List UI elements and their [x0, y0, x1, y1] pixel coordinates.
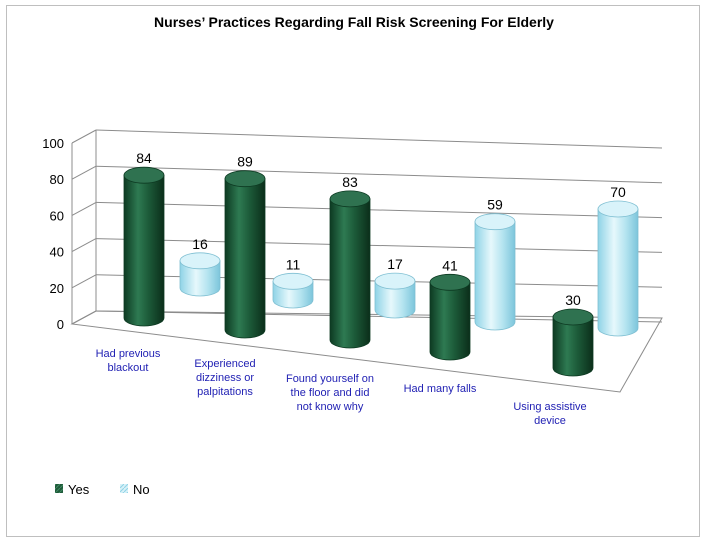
- gridline: [71, 274, 97, 289]
- x-tick-label: Had many falls: [404, 383, 477, 395]
- bar-no-top: [374, 272, 416, 290]
- data-label-no: 70: [610, 184, 626, 200]
- bar-no: [374, 272, 416, 319]
- bar-no-top: [272, 272, 314, 290]
- bar-no-body: [179, 260, 221, 297]
- x-tick-label: Experienced dizziness or palpitations: [194, 358, 255, 398]
- bar-yes-body: [552, 316, 594, 377]
- data-label-yes: 30: [565, 292, 581, 308]
- bar-no-body: [374, 280, 416, 319]
- bar-yes-body: [224, 178, 266, 339]
- bar-no-top: [179, 252, 221, 270]
- bar-yes: [123, 166, 165, 327]
- x-tick-label: Had previous blackout: [96, 348, 161, 374]
- data-label-yes: 89: [237, 154, 253, 170]
- data-label-yes: 83: [342, 174, 358, 190]
- bar-yes-body: [329, 198, 371, 349]
- chart-title: Nurses’ Practices Regarding Fall Risk Sc…: [154, 14, 554, 30]
- bar-no-body: [474, 221, 516, 331]
- gridline: [71, 238, 97, 253]
- floor: [70, 310, 663, 393]
- y-tick-label: 80: [50, 172, 64, 187]
- bar-yes-top: [429, 273, 471, 291]
- data-label-no: 17: [387, 256, 403, 272]
- bar-yes: [329, 190, 371, 349]
- y-tick-label: 100: [42, 136, 64, 151]
- bar-yes-top: [552, 308, 594, 326]
- gridline: [71, 129, 97, 144]
- bar-yes-body: [123, 174, 165, 327]
- bar-yes: [224, 170, 266, 339]
- gridline: [95, 201, 663, 219]
- legend-swatch-no: [120, 484, 128, 493]
- bar-no: [474, 213, 516, 331]
- bar-no: [179, 252, 221, 297]
- legend-swatch-yes: [55, 484, 63, 493]
- bar-yes-top: [329, 190, 371, 208]
- legend-label-no: No: [133, 482, 150, 497]
- bar-no: [272, 272, 314, 309]
- gridline: [71, 165, 97, 180]
- legend-label-yes: Yes: [68, 482, 90, 497]
- gridline: [95, 129, 663, 149]
- data-label-yes: 84: [136, 150, 152, 166]
- y-tick-label: 40: [50, 245, 64, 260]
- bar-yes-top: [123, 166, 165, 184]
- data-label-no: 11: [286, 256, 301, 272]
- x-tick-label: Found yourself on the floor and did not kn…: [286, 373, 374, 413]
- gridline: [95, 238, 663, 253]
- bar-no: [597, 200, 639, 337]
- x-tick-label: Using assistive device: [513, 401, 586, 427]
- bar-no-top: [597, 200, 639, 218]
- bar-yes-top: [224, 170, 266, 188]
- y-tick-label: 0: [57, 317, 64, 332]
- bar-yes: [552, 308, 594, 377]
- bar-yes-body: [429, 281, 471, 361]
- data-label-yes: 41: [442, 257, 458, 273]
- data-label-no: 16: [192, 236, 208, 252]
- gridline: [71, 201, 97, 216]
- bar-yes: [429, 273, 471, 361]
- gridline: [95, 165, 663, 184]
- bar-no-body: [597, 208, 639, 337]
- data-label-no: 59: [487, 197, 503, 213]
- y-tick-label: 20: [50, 281, 64, 296]
- y-tick-label: 60: [50, 208, 64, 223]
- bar-no-top: [474, 213, 516, 231]
